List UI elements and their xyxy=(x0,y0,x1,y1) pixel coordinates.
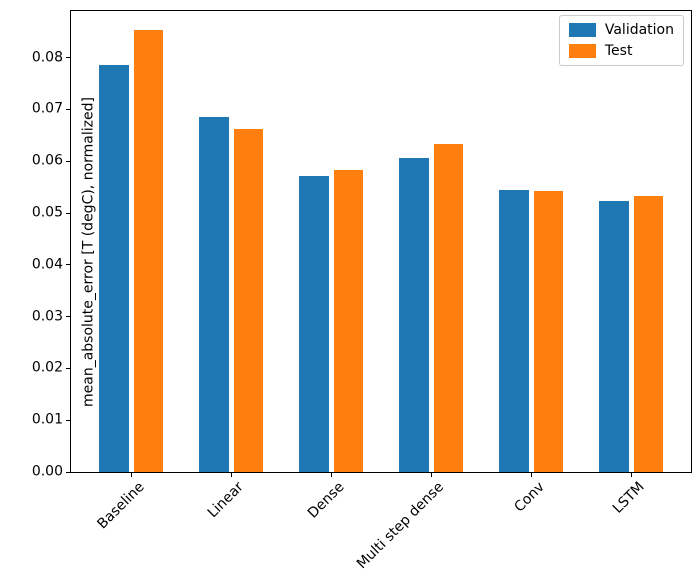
bar-test-linear xyxy=(233,128,263,472)
x-tick-mark xyxy=(230,473,232,477)
bar-validation-conv xyxy=(499,190,529,472)
x-tick-label-dense: Dense xyxy=(304,479,348,522)
bar-test-lstm xyxy=(633,195,663,472)
x-tick-mark xyxy=(430,473,432,477)
y-tick-mark xyxy=(66,108,70,110)
bar-validation-multi-step-dense xyxy=(399,158,429,472)
y-tick-mark xyxy=(66,367,70,369)
y-tick-label: 0.03 xyxy=(31,308,63,325)
y-tick-label: 0.08 xyxy=(31,49,63,66)
bar-validation-linear xyxy=(199,116,229,472)
y-tick-mark xyxy=(66,57,70,59)
y-tick-label: 0.01 xyxy=(31,411,63,428)
validation-swatch-icon xyxy=(568,23,596,37)
legend-label-test: Test xyxy=(604,43,633,59)
y-tick-label: 0.06 xyxy=(31,152,63,169)
y-tick-label: 0.02 xyxy=(31,360,63,377)
bar-test-multi-step-dense xyxy=(433,144,463,472)
y-tick-label: 0.05 xyxy=(31,204,63,221)
legend: Validation Test xyxy=(558,15,684,66)
x-tick-mark xyxy=(530,473,532,477)
y-tick-mark xyxy=(66,212,70,214)
bar-test-baseline xyxy=(133,30,163,472)
x-tick-mark xyxy=(330,473,332,477)
x-tick-label-conv: Conv xyxy=(510,479,548,516)
x-tick-label-linear: Linear xyxy=(205,479,248,522)
y-tick-mark xyxy=(66,471,70,473)
x-tick-mark xyxy=(630,473,632,477)
y-tick-label: 0.07 xyxy=(31,101,63,118)
y-tick-label: 0.04 xyxy=(31,256,63,273)
legend-item-test: Test xyxy=(568,43,674,59)
bar-test-conv xyxy=(533,191,563,472)
bar-validation-baseline xyxy=(99,65,129,472)
legend-label-validation: Validation xyxy=(604,22,674,38)
legend-item-validation: Validation xyxy=(568,22,674,38)
y-tick-mark xyxy=(66,316,70,318)
test-swatch-icon xyxy=(568,44,596,58)
y-tick-label: 0.00 xyxy=(31,463,63,480)
y-tick-mark xyxy=(66,160,70,162)
bar-validation-dense xyxy=(299,176,329,472)
x-tick-mark xyxy=(130,473,132,477)
plot-area: mean_absolute_error [T (degC), normalize… xyxy=(32,10,692,572)
y-axis-label: mean_absolute_error [T (degC), normalize… xyxy=(80,97,97,407)
y-tick-mark xyxy=(66,264,70,266)
y-tick-mark xyxy=(66,419,70,421)
x-tick-label-multi-step-dense: Multi step dense xyxy=(354,479,448,573)
bar-test-dense xyxy=(333,170,363,472)
x-tick-label-lstm: LSTM xyxy=(609,479,648,517)
bar-validation-lstm xyxy=(599,201,629,472)
x-tick-label-baseline: Baseline xyxy=(94,479,148,533)
